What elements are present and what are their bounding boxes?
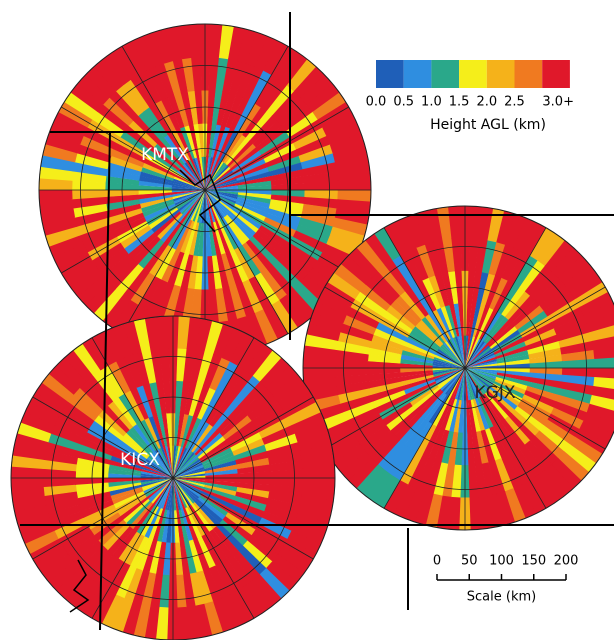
legend-label: 3.0+ <box>542 95 574 110</box>
scale-label: 200 <box>554 554 579 569</box>
legend-title: Height AGL (km) <box>430 117 546 133</box>
legend-swatch <box>542 60 570 88</box>
legend-label: 1.5 <box>449 95 470 110</box>
radar-label: KMTX <box>141 145 189 165</box>
radar-map: KMTX KGJX KICX 0.0 0.5 1.0 1.5 2.0 2.5 3.0+ Heigh… <box>0 0 614 640</box>
scale-label: 100 <box>489 554 514 569</box>
legend: 0.0 0.5 1.0 1.5 2.0 2.5 3.0+ Height AGL (km) <box>366 60 574 133</box>
legend-swatch <box>404 60 432 88</box>
legend-label: 0.5 <box>393 95 414 110</box>
legend-swatch <box>515 60 543 88</box>
scale-label: 150 <box>521 554 546 569</box>
radar-label: KICX <box>120 450 160 470</box>
radar-label: KGJX <box>475 383 516 403</box>
legend-label: 0.0 <box>366 95 387 110</box>
legend-swatch <box>459 60 487 88</box>
legend-swatch <box>487 60 515 88</box>
scale-label: 0 <box>433 554 441 569</box>
scale-label: 50 <box>461 554 478 569</box>
legend-label: 2.5 <box>504 95 525 110</box>
radar-layer: KMTX KGJX KICX <box>10 23 614 640</box>
radar-coverage <box>10 315 336 640</box>
legend-label: 2.0 <box>476 95 497 110</box>
scale-title: Scale (km) <box>467 590 536 605</box>
legend-label: 1.0 <box>421 95 442 110</box>
scale-bar: 0 50 100 150 200 Scale (km) <box>433 554 579 605</box>
legend-swatch <box>376 60 404 88</box>
legend-swatch <box>431 60 459 88</box>
